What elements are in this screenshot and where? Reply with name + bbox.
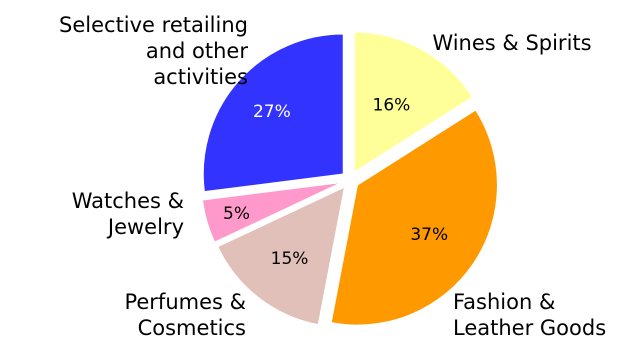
value-label-4: 5% <box>223 204 250 224</box>
category-label-4: Watches & Jewelry <box>72 189 184 239</box>
value-label-2: 37% <box>410 225 448 245</box>
category-label-line: Selective retailing <box>59 13 248 37</box>
value-label-3: 15% <box>271 249 309 269</box>
category-label-line: Watches & <box>72 189 184 213</box>
category-label-line: and other <box>146 39 248 63</box>
category-label-1: Wines & Spirits <box>432 31 591 55</box>
category-label-line: Jewelry <box>106 215 184 239</box>
category-label-5: Selective retailing and other activities <box>59 13 248 89</box>
pie-slice-2 <box>330 109 498 326</box>
pie-slice-3 <box>217 186 346 326</box>
category-label-line: Wines & Spirits <box>432 31 591 55</box>
category-label-2: Fashion & Leather Goods <box>453 290 606 340</box>
category-label-line: Perfumes & <box>124 290 246 314</box>
pie-slices <box>201 31 498 326</box>
category-label-line: Leather Goods <box>453 316 606 340</box>
category-label-line: activities <box>153 65 248 89</box>
pie-slice-5 <box>202 33 344 193</box>
value-labels: 16% 37% 15% 5% 27% <box>223 96 448 269</box>
category-label-line: Cosmetics <box>138 316 246 340</box>
value-label-5: 27% <box>253 102 291 122</box>
category-label-3: Perfumes & Cosmetics <box>124 290 246 340</box>
category-label-line: Fashion & <box>453 290 555 314</box>
category-labels: Wines & Spirits Fashion & Leather Goods Per… <box>59 13 606 340</box>
value-label-1: 16% <box>373 96 411 116</box>
pie-slice-1 <box>353 31 474 174</box>
pie-slice-4 <box>201 182 342 243</box>
